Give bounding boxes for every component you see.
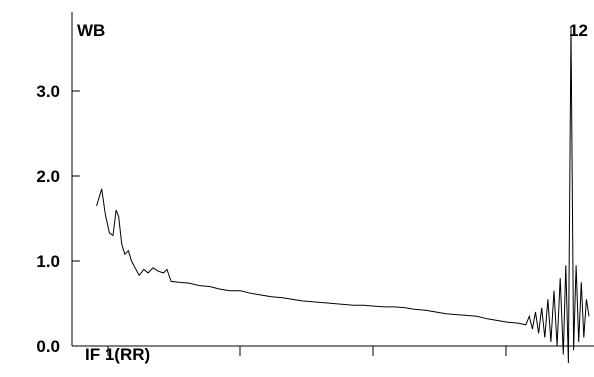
tick-marks: [72, 90, 507, 356]
y-tick-label: 3.0: [36, 82, 60, 101]
top-left-label: WB: [77, 21, 105, 40]
series-line: [96, 27, 590, 364]
y-tick-label: 1.0: [36, 252, 60, 271]
y-tick-label: 2.0: [36, 167, 60, 186]
y-tick-labels: 0.0 1.0 2.0 3.0: [36, 82, 60, 356]
y-tick-label: 0.0: [36, 337, 60, 356]
series-group: [96, 27, 590, 364]
bottom-left-label: IF 1(RR): [85, 345, 150, 364]
plot-frame: [71, 12, 594, 347]
top-right-label: 12: [569, 21, 588, 40]
